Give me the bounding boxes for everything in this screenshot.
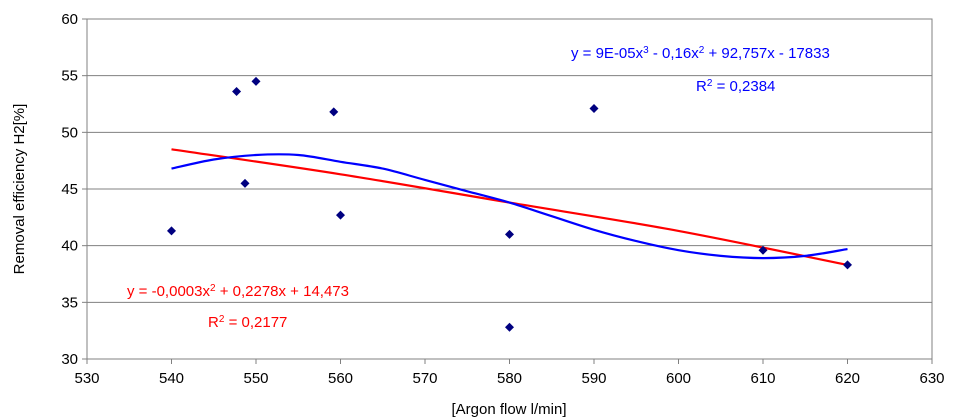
blue-eq-prefix: y = 9E-05x bbox=[571, 45, 644, 62]
red-trendline-equation-label: y = -0,0003x2 + 0,2278x + 14,473 R2 = 0,… bbox=[127, 283, 349, 332]
y-tick-label: 60 bbox=[61, 11, 78, 28]
data-point bbox=[505, 229, 514, 239]
x-tick-label: 550 bbox=[243, 370, 268, 387]
red-trendline-equation: y = -0,0003x2 + 0,2278x + 14,473 bbox=[127, 283, 349, 301]
tick-marks bbox=[82, 18, 933, 364]
red-r2-sup: 2 bbox=[219, 314, 225, 325]
blue-eq-sup2: 2 bbox=[699, 45, 705, 56]
x-axis-title: [Argon flow l/min] bbox=[451, 401, 566, 418]
gridlines bbox=[87, 75, 932, 303]
data-point bbox=[336, 210, 345, 220]
x-tick-label: 570 bbox=[412, 370, 437, 387]
y-tick-label: 35 bbox=[61, 294, 78, 311]
y-tick-label: 55 bbox=[61, 68, 78, 85]
data-point bbox=[589, 104, 599, 114]
x-tick-label: 560 bbox=[328, 370, 353, 387]
x-tick-label: 610 bbox=[750, 370, 775, 387]
blue-trendline-equation-label: y = 9E-05x3 - 0,16x2 + 92,757x - 17833 R… bbox=[571, 45, 830, 96]
x-tick-label: 590 bbox=[581, 370, 606, 387]
x-tick-label: 530 bbox=[74, 370, 99, 387]
data-point bbox=[240, 178, 250, 188]
blue-r2-sup: 2 bbox=[707, 78, 713, 89]
y-tick-label: 50 bbox=[61, 124, 78, 141]
trendlines bbox=[171, 148, 848, 266]
x-tick-label: 600 bbox=[666, 370, 691, 387]
red-r2-prefix: R bbox=[208, 314, 219, 331]
blue-eq-sup1: 3 bbox=[643, 45, 649, 56]
data-point bbox=[232, 87, 242, 97]
data-point bbox=[167, 226, 176, 236]
blue-trendline-equation: y = 9E-05x3 - 0,16x2 + 92,757x - 17833 bbox=[571, 45, 830, 63]
data-point bbox=[843, 260, 852, 270]
x-axis-tick-labels: 530 540 550 560 570 580 590 600 610 620 630 bbox=[74, 370, 944, 387]
x-tick-label: 540 bbox=[159, 370, 184, 387]
data-point bbox=[758, 245, 768, 255]
data-point bbox=[251, 76, 261, 86]
y-tick-label: 30 bbox=[61, 351, 78, 368]
red-eq-prefix: y = -0,0003x bbox=[127, 283, 210, 300]
red-trendline-r-squared: R2 = 0,2177 bbox=[208, 314, 287, 332]
y-tick-label: 40 bbox=[61, 238, 78, 255]
blue-eq-suffix: + 92,757x - 17833 bbox=[704, 45, 830, 62]
blue-r2-suffix: = 0,2384 bbox=[712, 78, 775, 95]
data-points bbox=[167, 76, 852, 332]
y-tick-label: 45 bbox=[61, 181, 78, 198]
blue-trendline-r-squared: R2 = 0,2384 bbox=[696, 78, 775, 96]
data-point bbox=[329, 107, 339, 117]
x-tick-label: 620 bbox=[835, 370, 860, 387]
red-eq-suffix: + 0,2278x + 14,473 bbox=[216, 283, 349, 300]
data-point bbox=[505, 322, 514, 332]
blue-eq-mid: - 0,16x bbox=[649, 45, 700, 62]
red-r2-suffix: = 0,2177 bbox=[224, 314, 287, 331]
y-axis-tick-labels: 30 35 40 45 50 55 60 bbox=[61, 11, 78, 368]
x-tick-label: 630 bbox=[919, 370, 944, 387]
red-eq-sup: 2 bbox=[210, 283, 216, 294]
x-tick-label: 580 bbox=[497, 370, 522, 387]
polynomial-3-trendline bbox=[171, 153, 848, 260]
y-axis-title: Removal efficiency H2[%] bbox=[11, 104, 28, 275]
blue-r2-prefix: R bbox=[696, 78, 707, 95]
